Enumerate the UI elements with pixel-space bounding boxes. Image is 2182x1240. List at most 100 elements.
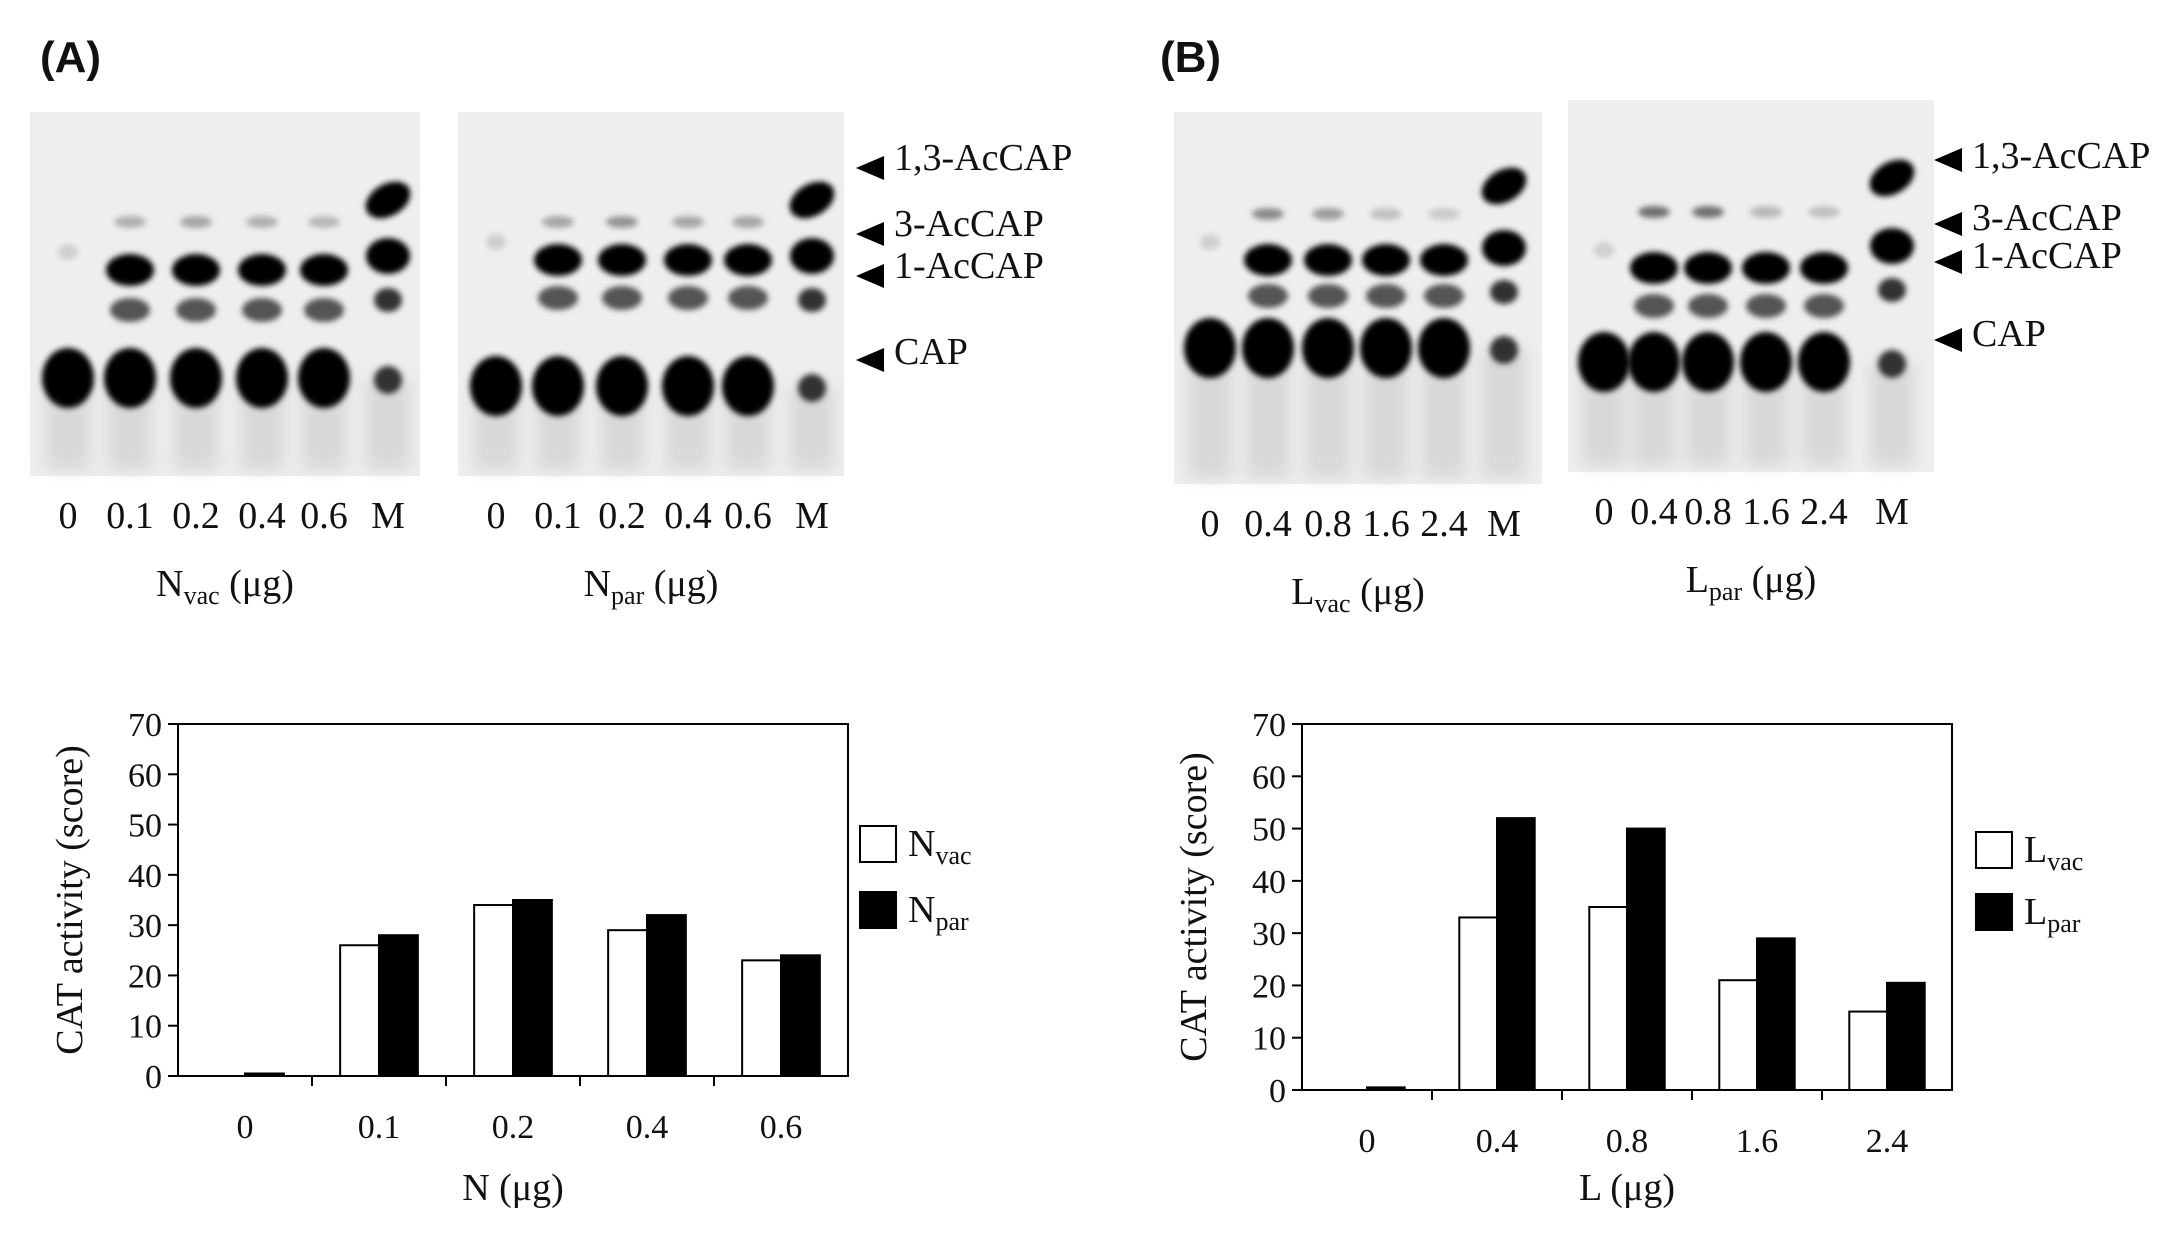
y-tick-label: 20 <box>128 958 162 995</box>
gel-band <box>366 238 410 274</box>
bar-vac <box>607 929 649 1078</box>
arrowhead-icon <box>1934 212 1962 236</box>
bar-par <box>1886 981 1926 1091</box>
gel-band <box>1638 206 1670 218</box>
gel-band <box>1798 332 1850 392</box>
gel-lane-label: 1.6 <box>1742 491 1790 533</box>
gel-band <box>668 286 708 310</box>
legend-swatch <box>859 891 897 929</box>
gel-caption-unit: (μg) <box>644 563 718 605</box>
gel-band <box>664 244 712 276</box>
gel-lane-label: 0.8 <box>1684 491 1732 533</box>
gel-caption-sub: par <box>611 581 645 610</box>
y-tick-label: 0 <box>1269 1073 1286 1110</box>
gel-band <box>1366 284 1406 308</box>
gel-band <box>1684 252 1732 284</box>
gel-lane-label: 0 <box>59 495 78 537</box>
gel-band <box>1746 294 1786 318</box>
gel-band <box>789 181 835 219</box>
panel-label-b: (B) <box>1160 33 1221 82</box>
gel-image <box>458 112 844 476</box>
band-label-cap: CAP <box>1972 313 2046 355</box>
gel-lane-label: 0.2 <box>598 495 646 537</box>
legend-swatch <box>1975 893 2013 931</box>
x-axis-title: L (μg) <box>1579 1167 1675 1209</box>
gel-band <box>1418 318 1470 378</box>
y-tick-label: 40 <box>1252 864 1286 901</box>
gel-band <box>1750 206 1782 218</box>
y-tick-label: 30 <box>128 908 162 945</box>
band-label-1-accap: 1-AcCAP <box>894 245 1044 287</box>
gel-band <box>606 216 638 228</box>
gel-band <box>602 286 642 310</box>
gel-labels: 0 0.1 0.2 0.4 0.6 M Nvac (μg) 0 0.1 0.2 0.4 0.6 M Npa… <box>59 491 1909 618</box>
gel-band <box>1688 294 1728 318</box>
arrowhead-icon <box>856 264 884 288</box>
gel-band <box>365 181 411 219</box>
bar-par <box>1496 817 1536 1091</box>
gel-caption-sub: vac <box>1314 589 1350 618</box>
gel-band <box>1490 280 1518 304</box>
x-tick-label: 0 <box>237 1109 254 1146</box>
gel-band <box>58 244 78 260</box>
gel-band <box>374 366 402 394</box>
gel-band <box>1242 318 1294 378</box>
legend-swatch <box>859 825 897 863</box>
legend-label: Nvac <box>908 823 972 870</box>
gel-band <box>242 298 282 322</box>
gel-band <box>1244 244 1292 276</box>
x-tick-label: 0.1 <box>358 1109 401 1146</box>
gel-band <box>1804 294 1844 318</box>
legend-label: Lpar <box>2024 891 2081 938</box>
bar-par <box>780 954 821 1077</box>
y-tick-label: 10 <box>1252 1021 1286 1058</box>
gel-band <box>1878 278 1906 302</box>
gel-band <box>1308 284 1348 308</box>
gel-band <box>104 348 156 408</box>
gel-band <box>1424 284 1464 308</box>
x-tick-label: 0.4 <box>1476 1123 1519 1160</box>
gel-band <box>106 254 154 286</box>
gel-lane-label: 0.6 <box>300 495 348 537</box>
gel-lane-label: M <box>371 495 405 537</box>
gel-caption: Lpar (μg) <box>1686 559 1817 606</box>
gel-band <box>1630 252 1678 284</box>
arrowhead-icon <box>1934 148 1962 172</box>
gel-band <box>1362 244 1410 276</box>
y-tick-label: 40 <box>128 858 162 895</box>
gel-background <box>458 112 844 476</box>
gel-band <box>1428 208 1460 220</box>
gel-band <box>1482 230 1526 266</box>
gel-lane-label: 0.8 <box>1304 503 1352 545</box>
x-tick-label: 1.6 <box>1736 1123 1779 1160</box>
band-labels-a: 1,3-AcCAP 3-AcCAP 1-AcCAP CAP <box>856 137 1072 373</box>
gel-band <box>1682 332 1734 392</box>
gel-band <box>304 298 344 322</box>
y-axis-title: CAT activity (score) <box>49 745 91 1055</box>
bar-par <box>646 914 687 1077</box>
x-tick-label: 2.4 <box>1866 1123 1909 1160</box>
gel-band <box>1869 159 1915 197</box>
x-tick-label: 0 <box>1359 1123 1376 1160</box>
gel-band <box>1200 234 1220 250</box>
gel-band <box>532 356 584 416</box>
panel-label-a: (A) <box>40 33 101 82</box>
gel-image <box>1568 100 1934 472</box>
x-tick-label: 0.8 <box>1606 1123 1649 1160</box>
gel-lane-label: 0.2 <box>172 495 220 537</box>
gel-image <box>30 112 420 476</box>
gel-band <box>1370 208 1402 220</box>
gel-band <box>596 356 648 416</box>
gel-band <box>1252 208 1284 220</box>
gel-band <box>172 254 220 286</box>
gel-caption-sub: par <box>1709 577 1743 606</box>
y-tick-label: 50 <box>1252 812 1286 849</box>
gel-band <box>236 348 288 408</box>
y-axis-title: CAT activity (score) <box>1173 752 1215 1062</box>
bar-vac <box>1718 979 1759 1092</box>
bar-vac <box>473 904 515 1077</box>
gel-lane-label: 0 <box>487 495 506 537</box>
y-tick-label: 0 <box>145 1059 162 1096</box>
bar-vac <box>1588 906 1629 1091</box>
gel-band <box>308 216 340 228</box>
